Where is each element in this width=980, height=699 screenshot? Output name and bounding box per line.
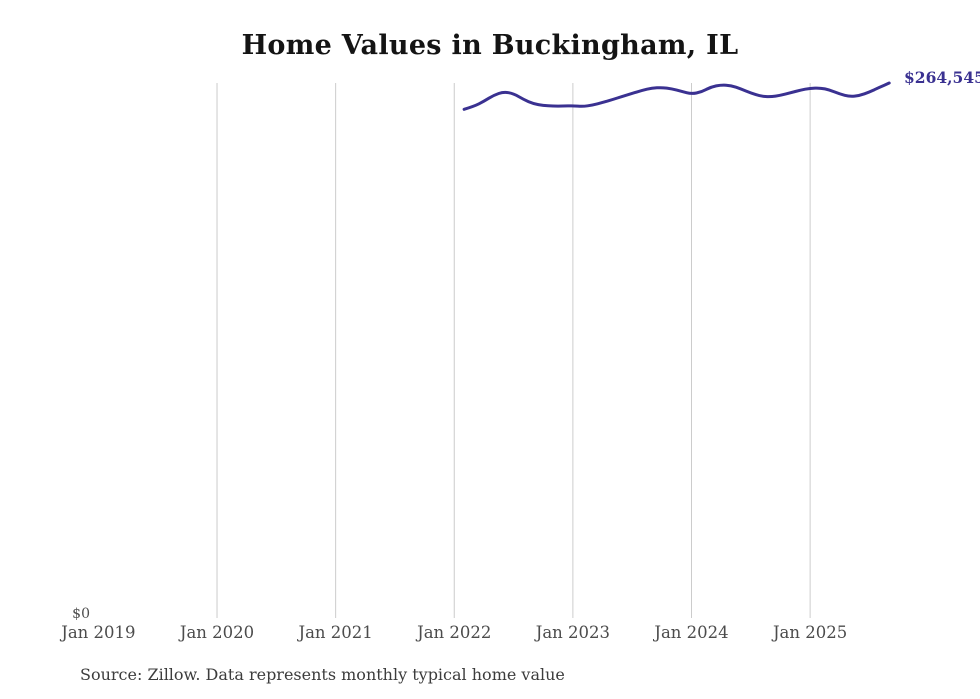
chart-title: Home Values in Buckingham, IL — [241, 30, 739, 61]
x-axis-label-2023: Jan 2023 — [535, 623, 611, 642]
x-axis-label-2021: Jan 2021 — [298, 623, 373, 642]
latest-value-label: $264,545 — [904, 68, 980, 87]
x-axis-label-2019: Jan 2019 — [61, 623, 136, 642]
x-axis-label-2025: Jan 2025 — [772, 623, 848, 642]
x-axis-label-2024: Jan 2024 — [654, 623, 729, 642]
x-axis-label-2022: Jan 2022 — [417, 623, 492, 642]
source-note: Source: Zillow. Data represents monthly … — [80, 665, 565, 684]
home-value-series-line — [462, 81, 891, 111]
y-axis-zero-label: $0 — [72, 606, 90, 622]
x-axis-label-2020: Jan 2020 — [179, 623, 255, 642]
